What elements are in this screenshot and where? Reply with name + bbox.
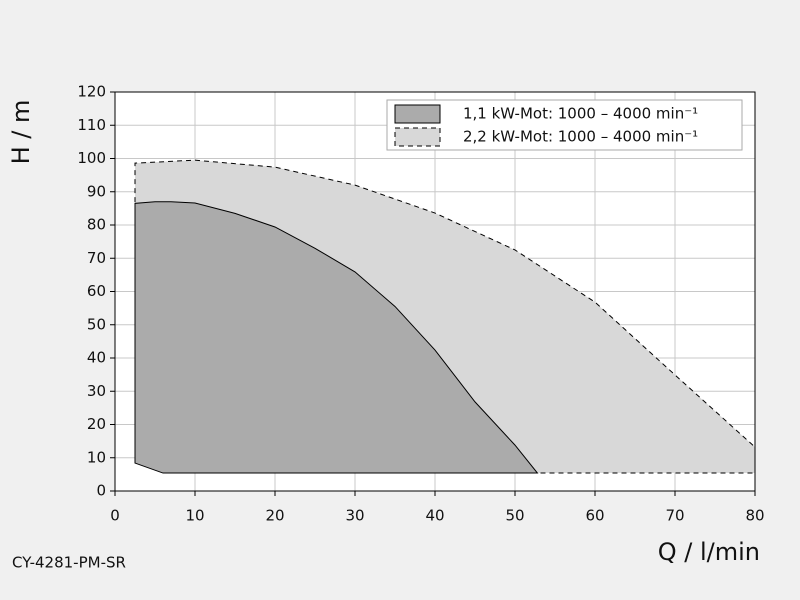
y-tick-label: 90: [87, 182, 106, 200]
y-tick-label: 30: [87, 382, 106, 400]
ticks: 0 10 20 30 40 50 60 70 80 0 10 20 30 40 50 60 70 80 90 100 1…: [77, 83, 764, 525]
y-axis-label: H / m: [7, 100, 35, 165]
x-tick-label: 40: [425, 507, 444, 525]
legend: 1,1 kW-Mot: 1000 – 4000 min⁻¹ 2,2 kW-Mot:…: [386, 99, 743, 151]
x-tick-label: 30: [345, 507, 364, 525]
x-tick-label: 80: [745, 507, 764, 525]
y-tick-label: 110: [77, 116, 106, 134]
y-tick-label: 80: [87, 216, 106, 234]
annotation: CY-4281-PM-SR: [12, 554, 126, 572]
x-tick-label: 10: [185, 507, 204, 525]
area: [134, 201, 539, 474]
y-tick-label: 40: [87, 349, 106, 367]
y-tick-label: 60: [87, 282, 106, 300]
x-tick-label: 0: [110, 507, 120, 525]
legend-swatch: [394, 104, 441, 124]
areas: [134, 159, 756, 474]
x-tick-label: 20: [265, 507, 284, 525]
y-tick-label: 0: [96, 482, 106, 500]
y-tick-label: 70: [87, 249, 106, 267]
y-tick-label: 50: [87, 315, 106, 333]
y-tick-label: 100: [77, 149, 106, 167]
legend-swatch: [394, 127, 441, 147]
x-tick-label: 60: [585, 507, 604, 525]
y-tick-label: 20: [87, 415, 106, 433]
x-tick-label: 70: [665, 507, 684, 525]
x-tick-label: 50: [505, 507, 524, 525]
legend-box: [386, 99, 743, 151]
legend-label: 2,2 kW-Mot: 1000 – 4000 min⁻¹: [463, 128, 698, 146]
y-tick-label: 10: [87, 448, 106, 466]
x-axis-label: Q / l/min: [658, 538, 760, 566]
legend-label: 1,1 kW-Mot: 1000 – 4000 min⁻¹: [463, 105, 698, 123]
y-tick-label: 120: [77, 83, 106, 101]
